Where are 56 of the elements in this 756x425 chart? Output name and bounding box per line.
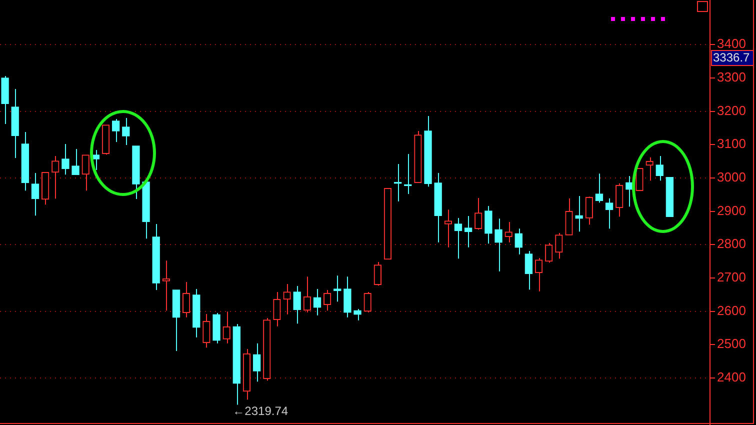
candlestick: [202, 314, 210, 348]
candlestick: [474, 198, 482, 230]
candlestick: [364, 292, 372, 313]
candlestick: [283, 284, 291, 315]
candlestick: [334, 275, 342, 302]
candlestick: [605, 198, 614, 230]
candlestick: [514, 228, 522, 255]
candlestick: [504, 222, 512, 243]
y-tick-label: 2400: [717, 370, 746, 385]
candlestick: [122, 118, 130, 146]
y-tick-label: 2600: [717, 302, 746, 318]
candlestick: [182, 282, 190, 318]
candlestick: [444, 209, 452, 248]
y-tick-label: 3100: [717, 136, 746, 152]
y-tick-label: 3400: [717, 36, 746, 52]
y-tick-label: 2800: [717, 236, 746, 252]
candlestick: [222, 311, 230, 344]
y-tick-label: 3200: [717, 102, 746, 118]
candlestick: [616, 182, 624, 218]
y-tick-label: 2500: [717, 336, 746, 352]
y-tick-label: 2900: [717, 202, 746, 218]
candlestick: [303, 276, 311, 313]
candlestick: [374, 262, 382, 286]
candlestick: [252, 342, 261, 382]
candlestick: [494, 218, 502, 272]
candlestick: [636, 168, 644, 191]
candlestick: [52, 156, 60, 200]
candlestick: [293, 286, 301, 324]
candlestick: [595, 173, 604, 204]
candlestick: [464, 216, 472, 248]
y-tick-label: 2700: [717, 270, 746, 285]
y-tick-label: 3300: [717, 70, 746, 85]
candlestick: [524, 250, 533, 290]
candlestick: [454, 218, 462, 260]
candlestick: [82, 154, 90, 192]
candlestick: [656, 156, 664, 182]
candlestick: [646, 156, 654, 182]
candlestick: [62, 144, 70, 176]
candlestick: [354, 308, 362, 321]
candlestick: [545, 242, 553, 264]
candlestick: [565, 198, 573, 236]
candlestick: [534, 258, 543, 292]
text: 3336.7: [713, 50, 750, 64]
candlestick: [112, 118, 120, 142]
annotation: ←2319.74: [232, 404, 288, 418]
candlestick: [273, 292, 281, 327]
candlestick: [313, 288, 322, 316]
candlestick: [72, 148, 80, 176]
candlestick: [31, 172, 40, 216]
candlestick: [344, 276, 352, 318]
y-tick-label: 3000: [717, 170, 746, 185]
candlestick: [162, 260, 170, 312]
candlestick: [555, 232, 563, 260]
candlestick: [484, 206, 492, 244]
candlestick: [575, 196, 583, 232]
candlestick: [585, 196, 593, 226]
